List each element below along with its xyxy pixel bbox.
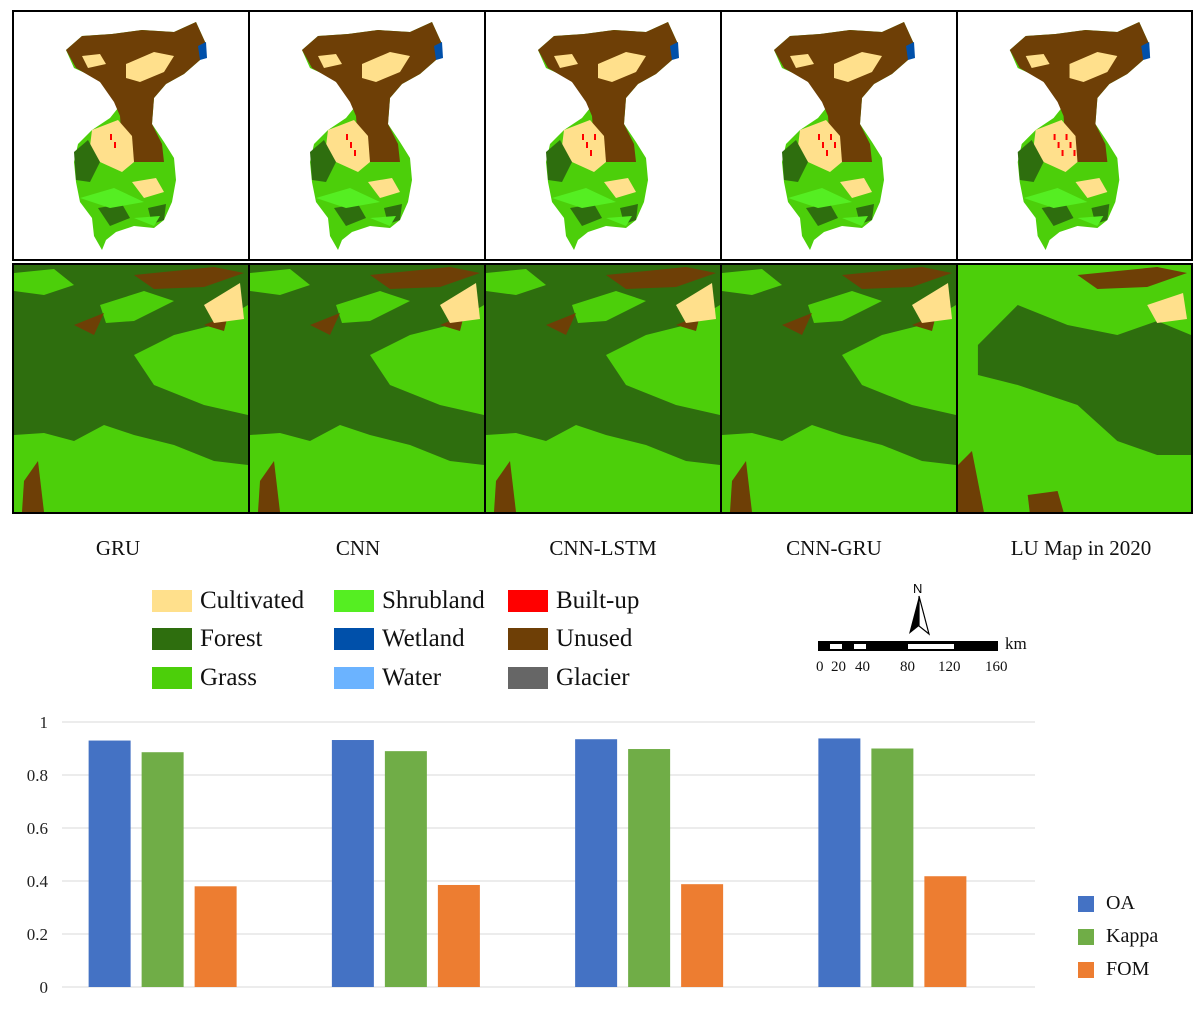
legend-label: Shrubland <box>382 587 485 614</box>
scale-unit: km <box>1005 634 1027 653</box>
legend-wetland: Wetland <box>334 625 465 653</box>
legend-swatch <box>334 667 374 689</box>
bar-fom-gru <box>194 886 237 987</box>
legend-label: Kappa <box>1106 925 1159 947</box>
detail-map-cnn-gru <box>720 263 958 514</box>
legend-swatch <box>152 590 192 612</box>
detail-map-lu-2020 <box>956 263 1193 514</box>
legend-label: Forest <box>200 625 263 652</box>
legend-cultivated: Cultivated <box>152 587 304 615</box>
legend-swatch <box>152 667 192 689</box>
region-map-cnn <box>248 10 486 261</box>
map-image <box>774 22 915 250</box>
legend-swatch <box>508 590 548 612</box>
legend-swatch <box>508 628 548 650</box>
y-tick-label: 0.4 <box>27 872 49 891</box>
scale-tick: 120 <box>938 659 961 675</box>
legend-label: Water <box>382 664 442 691</box>
bar-fom-cnn-gru <box>924 876 967 987</box>
region-map-cnn-gru <box>720 10 958 261</box>
legend-label: Built-up <box>556 587 640 614</box>
scale-tick: 80 <box>900 659 915 675</box>
legend-label: Glacier <box>556 664 630 691</box>
map-image <box>486 265 720 512</box>
scale-tick: 20 <box>831 659 846 675</box>
bar-kappa-cnn-lstm <box>628 749 671 987</box>
map-image <box>722 265 956 512</box>
map-image <box>958 265 1191 512</box>
scale-tick: 40 <box>855 659 870 675</box>
legend-forest: Forest <box>152 625 263 653</box>
legend-grass: Grass <box>152 664 257 692</box>
map-image <box>66 22 207 250</box>
legend-swatch-fom <box>1078 961 1094 978</box>
label-cnn: CNN <box>335 536 381 560</box>
bar-fom-cnn <box>437 884 480 987</box>
bar-oa-cnn <box>331 740 374 987</box>
legend-swatch-oa <box>1078 895 1094 912</box>
north-label: N <box>913 581 922 596</box>
bar-kappa-gru <box>141 752 184 987</box>
legend-swatch <box>334 628 374 650</box>
legend-swatch-kappa <box>1078 928 1094 945</box>
label-gru: GRU <box>95 536 141 560</box>
legend-label: Unused <box>556 625 633 652</box>
legend-label: Grass <box>200 664 257 691</box>
detail-map-gru <box>12 263 250 514</box>
legend-label: FOM <box>1106 958 1150 980</box>
map-image <box>302 22 443 250</box>
label-cnn-lstm: CNN-LSTM <box>549 536 657 560</box>
legend-shrubland: Shrubland <box>334 587 485 615</box>
scale-bar <box>818 641 998 651</box>
bar-kappa-cnn-gru <box>871 748 914 987</box>
detail-map-cnn <box>248 263 486 514</box>
detail-map-cnn-lstm <box>484 263 722 514</box>
map-image <box>1009 22 1151 250</box>
bar-fom-cnn-lstm <box>681 884 724 987</box>
legend-built-up: Built-up <box>508 587 639 615</box>
chart-legend-kappa: Kappa <box>1078 925 1158 948</box>
map-image <box>250 265 484 512</box>
accuracy-bar-chart: 0 0.2 0.4 0.6 0.8 1 <box>27 713 1035 997</box>
y-tick-label: 0.8 <box>27 766 48 785</box>
chart-legend-fom: FOM <box>1078 958 1149 981</box>
legend-label: Wetland <box>382 625 465 652</box>
scale-tick: 0 <box>816 659 824 675</box>
bar-oa-gru <box>88 740 131 987</box>
legend-label: OA <box>1106 892 1135 914</box>
y-tick-label: 0 <box>40 978 49 997</box>
y-tick-label: 0.6 <box>27 819 48 838</box>
legend-swatch <box>508 667 548 689</box>
legend-glacier: Glacier <box>508 664 630 692</box>
legend-swatch <box>152 628 192 650</box>
legend-water: Water <box>334 664 441 692</box>
y-tick-label: 1 <box>40 713 49 732</box>
legend-unused: Unused <box>508 625 632 653</box>
legend-swatch <box>334 590 374 612</box>
chart-legend-oa: OA <box>1078 892 1135 915</box>
legend-label: Cultivated <box>200 587 305 614</box>
y-tick-label: 0.2 <box>27 925 48 944</box>
bar-oa-cnn-gru <box>818 738 861 987</box>
region-map-gru <box>12 10 250 261</box>
scale-tick: 160 <box>985 659 1008 675</box>
bar-kappa-cnn <box>384 751 427 987</box>
bar-oa-cnn-lstm <box>575 739 618 987</box>
map-image <box>14 265 248 512</box>
label-lu-map-2020: LU Map in 2020 <box>1010 536 1152 560</box>
region-map-cnn-lstm <box>484 10 722 261</box>
label-cnn-gru: CNN-GRU <box>786 536 882 560</box>
north-arrow-icon: N <box>909 581 931 636</box>
region-map-lu-2020 <box>956 10 1193 261</box>
map-image <box>538 22 679 250</box>
